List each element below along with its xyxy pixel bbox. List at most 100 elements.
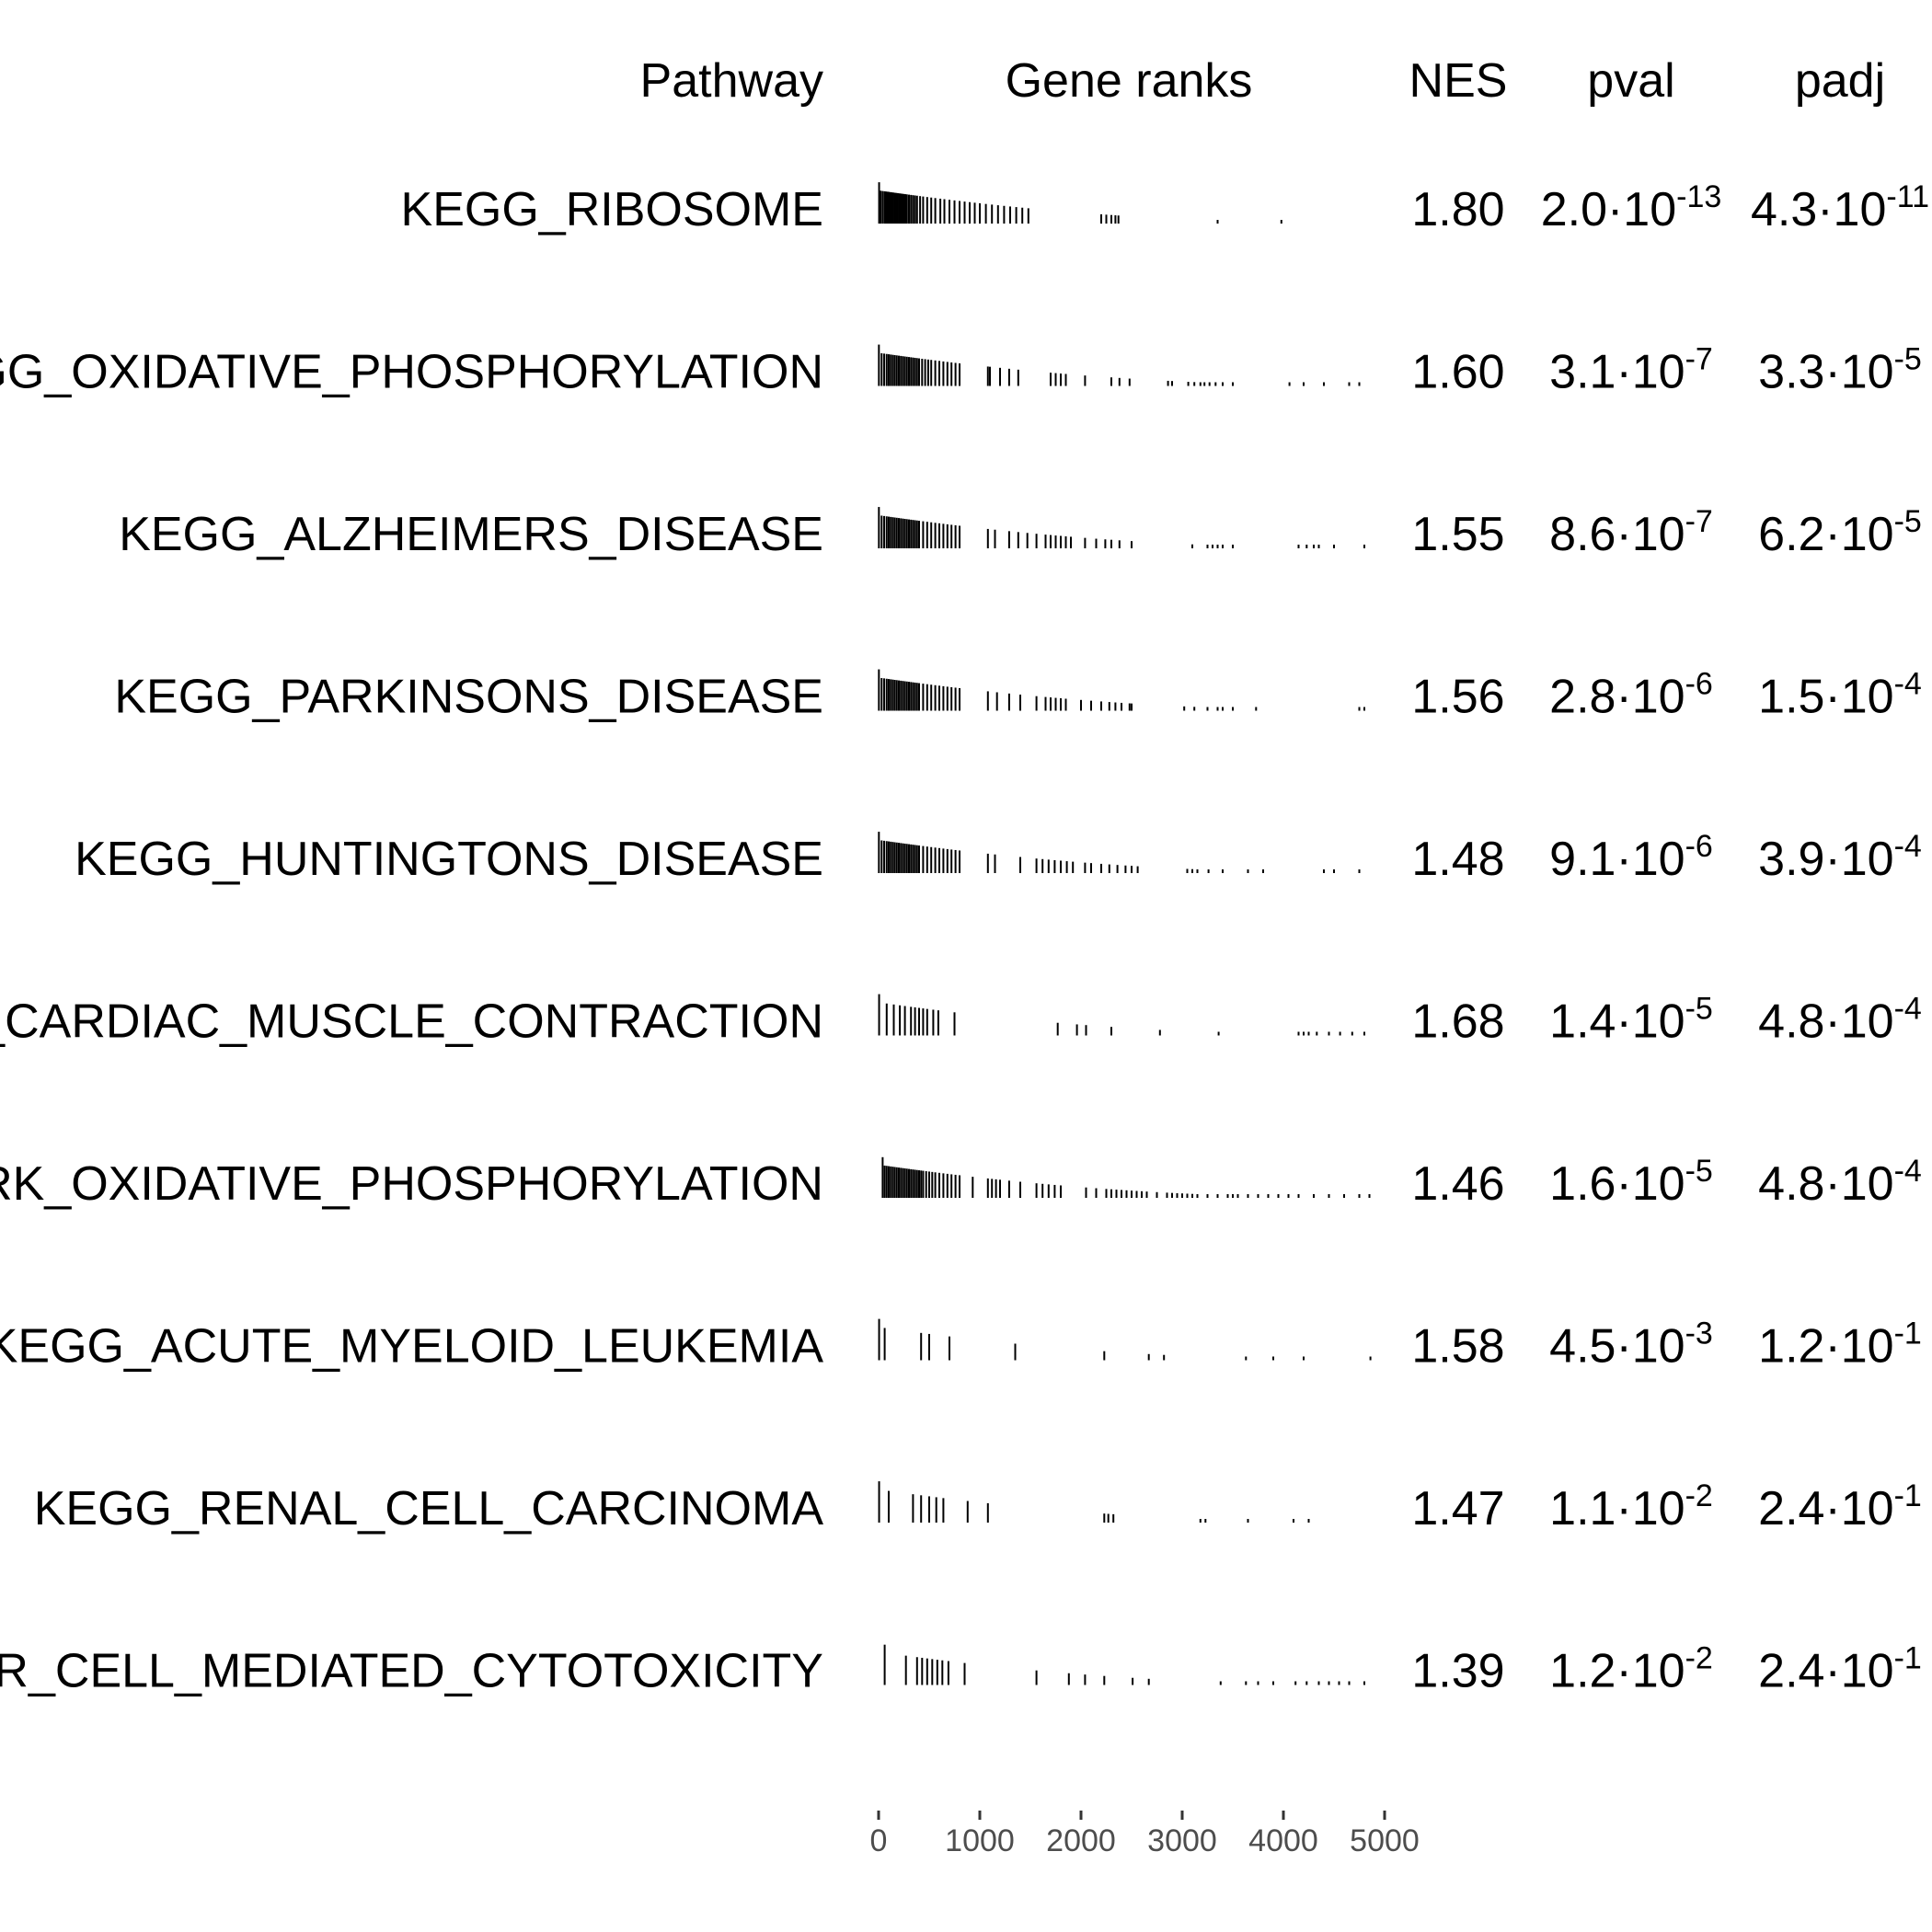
table-row: KEGG_HUNTINGTONS_DISEASE 1.48 9.1·10-6 3.9·…	[75, 829, 1922, 886]
padj-value: 3.9·10-4	[1758, 829, 1922, 886]
pval-value-exponent: -5	[1685, 1154, 1713, 1189]
padj-value-mantissa: 2.4·10	[1758, 1482, 1893, 1535]
pathway-label: KEGG_PARKINSONS_DISEASE	[114, 671, 823, 724]
padj-value-mantissa: 4.3·10	[1751, 183, 1886, 236]
pathway-label: HALLMARK_OXIDATIVE_PHOSPHORYLATION	[0, 1157, 823, 1211]
x-tick-label: 3000	[1147, 1823, 1217, 1858]
table-row: KEGG_NATURAL_KILLER_CELL_MEDIATED_CYTOTO…	[0, 1641, 1922, 1698]
padj-value-exponent: -5	[1894, 504, 1922, 539]
nes-value: 1.80	[1411, 183, 1504, 236]
pval-value: 9.1·10-6	[1549, 829, 1713, 886]
pval-value-mantissa: 1.6·10	[1549, 1157, 1685, 1211]
pathway-label: KEGG_ALZHEIMERS_DISEASE	[119, 508, 823, 561]
pathway-label: KEGG_RIBOSOME	[401, 183, 823, 236]
pval-value-mantissa: 1.1·10	[1549, 1482, 1685, 1535]
pval-value-exponent: -2	[1685, 1478, 1713, 1513]
padj-value-exponent: -11	[1886, 179, 1929, 214]
nes-value: 1.60	[1411, 346, 1504, 399]
gene-rank-barcode	[881, 1156, 1371, 1198]
x-tick-label: 2000	[1046, 1823, 1116, 1858]
pval-value-exponent: -7	[1685, 504, 1713, 539]
gene-rank-barcode	[878, 832, 1361, 873]
gene-rank-barcode	[878, 182, 1282, 224]
padj-value-mantissa: 4.8·10	[1758, 1157, 1893, 1211]
padj-value: 6.2·10-5	[1758, 504, 1922, 561]
padj-value-mantissa: 3.3·10	[1758, 346, 1893, 399]
padj-value-mantissa: 1.5·10	[1758, 671, 1893, 724]
pval-value: 1.6·10-5	[1549, 1154, 1713, 1211]
padj-value: 4.8·10-4	[1758, 992, 1922, 1049]
gene-rank-barcode	[878, 1318, 1372, 1361]
nes-value: 1.47	[1411, 1482, 1504, 1535]
x-axis: 0 1000 2000 3000 4000 5000	[870, 1811, 1420, 1858]
nes-value: 1.56	[1411, 671, 1504, 724]
pval-value-exponent: -13	[1676, 179, 1721, 214]
padj-value-exponent: -4	[1894, 829, 1922, 864]
nes-value: 1.58	[1411, 1320, 1504, 1374]
padj-value-exponent: -1	[1894, 1641, 1922, 1676]
header-pval: pval	[1587, 54, 1674, 108]
pathway-label: KEGG_HUNTINGTONS_DISEASE	[75, 833, 823, 886]
pathway-label: KEGG_ACUTE_MYELOID_LEUKEMIA	[0, 1320, 823, 1374]
pval-value-exponent: -5	[1685, 992, 1713, 1027]
padj-value: 1.2·10-1	[1758, 1317, 1922, 1374]
padj-value: 3.3·10-5	[1758, 342, 1922, 399]
pathway-label: KEGG_NATURAL_KILLER_CELL_MEDIATED_CYTOTO…	[0, 1645, 823, 1698]
pval-value: 1.2·10-2	[1549, 1641, 1713, 1698]
table-row: KEGG_OXIDATIVE_PHOSPHORYLATION 1.60 3.1·10…	[0, 342, 1922, 399]
padj-value-exponent: -4	[1894, 1154, 1922, 1189]
gene-rank-barcode	[878, 344, 1361, 386]
table-rows: KEGG_RIBOSOME 1.80 2.0·10-13 4.3·10-11 KEGG_…	[0, 179, 1929, 1698]
table-row: KEGG_CARDIAC_MUSCLE_CONTRACTION 1.68 1.4·1…	[0, 992, 1922, 1049]
padj-value: 4.3·10-11	[1751, 179, 1929, 236]
x-tick-label: 0	[870, 1823, 888, 1858]
padj-value-mantissa: 2.4·10	[1758, 1645, 1893, 1698]
pval-value: 1.4·10-5	[1549, 992, 1713, 1049]
nes-value: 1.48	[1411, 833, 1504, 886]
gene-rank-barcode	[883, 1644, 1365, 1685]
padj-value-mantissa: 1.2·10	[1758, 1320, 1893, 1374]
padj-value-exponent: -1	[1894, 1478, 1922, 1513]
gene-rank-barcode	[878, 669, 1365, 711]
pval-value: 4.5·10-3	[1549, 1317, 1713, 1374]
pval-value-mantissa: 2.8·10	[1549, 671, 1685, 724]
pval-value-exponent: -7	[1685, 342, 1713, 377]
header-padj: padj	[1795, 54, 1885, 108]
pval-value: 8.6·10-7	[1549, 504, 1713, 561]
gene-rank-barcode	[878, 507, 1365, 548]
padj-value-exponent: -4	[1894, 992, 1922, 1027]
padj-value-exponent: -1	[1894, 1317, 1922, 1351]
padj-value-exponent: -4	[1894, 667, 1922, 702]
pval-value: 2.0·10-13	[1541, 179, 1722, 236]
pval-value-mantissa: 8.6·10	[1549, 508, 1685, 561]
x-tick-label: 4000	[1248, 1823, 1318, 1858]
pval-value-mantissa: 2.0·10	[1541, 183, 1676, 236]
pathway-label: KEGG_OXIDATIVE_PHOSPHORYLATION	[0, 346, 823, 399]
pval-value-mantissa: 1.2·10	[1549, 1645, 1685, 1698]
x-tick-label: 5000	[1350, 1823, 1420, 1858]
gene-rank-barcode	[878, 1481, 1310, 1523]
padj-value-exponent: -5	[1894, 342, 1922, 377]
x-tick-label: 1000	[945, 1823, 1015, 1858]
padj-value: 1.5·10-4	[1758, 667, 1922, 724]
pathway-label: KEGG_CARDIAC_MUSCLE_CONTRACTION	[0, 995, 823, 1049]
nes-value: 1.46	[1411, 1157, 1504, 1211]
header-gene-ranks: Gene ranks	[1006, 54, 1253, 108]
pval-value-exponent: -6	[1685, 667, 1713, 702]
padj-value-mantissa: 6.2·10	[1758, 508, 1893, 561]
table-row: KEGG_RENAL_CELL_CARCINOMA 1.47 1.1·10-2 2.4…	[34, 1478, 1922, 1535]
header-pathway: Pathway	[640, 54, 823, 108]
pval-value-mantissa: 3.1·10	[1549, 346, 1685, 399]
pval-value-mantissa: 9.1·10	[1549, 833, 1685, 886]
pathway-label: KEGG_RENAL_CELL_CARCINOMA	[34, 1482, 824, 1535]
table-row: KEGG_ALZHEIMERS_DISEASE 1.55 8.6·10-7 6.2·1…	[119, 504, 1922, 561]
padj-value: 2.4·10-1	[1758, 1641, 1922, 1698]
header-nes: NES	[1409, 54, 1508, 108]
padj-value-mantissa: 4.8·10	[1758, 995, 1893, 1049]
pval-value-mantissa: 1.4·10	[1549, 995, 1685, 1049]
nes-value: 1.39	[1411, 1645, 1504, 1698]
pval-value-mantissa: 4.5·10	[1549, 1320, 1685, 1374]
padj-value: 4.8·10-4	[1758, 1154, 1922, 1211]
padj-value: 2.4·10-1	[1758, 1478, 1922, 1535]
nes-value: 1.68	[1411, 995, 1504, 1049]
